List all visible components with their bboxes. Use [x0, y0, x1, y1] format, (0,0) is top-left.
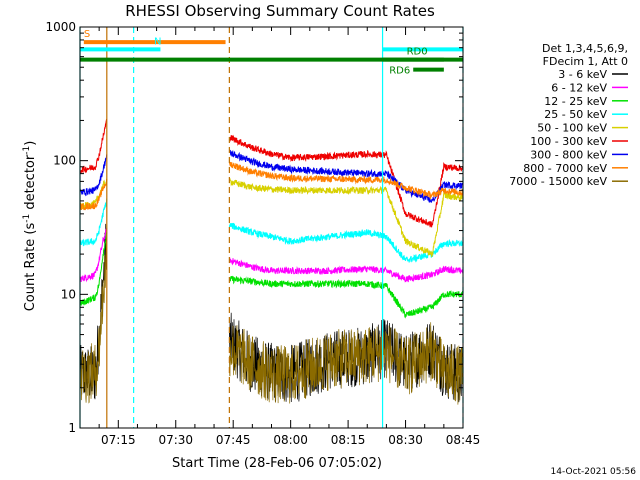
legend: Det 1,3,4,5,6,9,FDecim 1, Att 03 - 6 keV…: [509, 42, 628, 188]
axes: 1 10 100 1000 07:15 07:30 07:45 08:00 08:15 08:30…: [45, 20, 480, 447]
obs-bar-label-5: RD6: [389, 66, 410, 77]
x-tick-label-1: 07:30: [158, 433, 193, 447]
x-axis-label: Start Time (28-Feb-06 07:05:02): [172, 456, 382, 471]
y-tick-label-1: 10: [61, 287, 76, 301]
x-tick-label-5: 08:30: [388, 433, 423, 447]
series-line-4-1: [228, 178, 464, 258]
series-line-1-1: [228, 257, 464, 283]
legend-entry-label-1: 6 - 12 keV: [551, 81, 607, 94]
legend-entry-label-0: 3 - 6 keV: [558, 68, 607, 81]
legend-header-1: FDecim 1, Att 0: [543, 55, 628, 68]
obs-bar-label-4: RD0: [407, 47, 428, 58]
legend-entry-label-5: 100 - 300 keV: [530, 135, 607, 148]
obs-bar-label-1: N: [154, 36, 161, 47]
series-line-3-1: [228, 222, 463, 263]
obs-bar-label-0: S: [84, 29, 90, 40]
x-tick-label-3: 08:00: [273, 433, 308, 447]
x-tick-label-4: 08:15: [331, 433, 366, 447]
y-axis-label: Count Rate (s-1 detector-1): [22, 141, 38, 312]
y-label-sup-2: -1: [22, 146, 32, 155]
series-line-8-1: [229, 322, 464, 405]
legend-header-0: Det 1,3,4,5,6,9,: [542, 42, 628, 55]
y-label-mid: detector: [23, 154, 38, 214]
series-line-2-0: [79, 232, 108, 306]
y-tick-label-3: 1000: [45, 20, 76, 34]
series-line-7-0: [79, 179, 108, 211]
y-tick-label-0: 1: [68, 421, 76, 435]
series-line-8-0: [79, 238, 108, 404]
series-line-5-1: [228, 134, 464, 228]
x-tick-label-2: 07:45: [216, 433, 251, 447]
legend-entry-label-6: 300 - 800 keV: [530, 148, 607, 161]
series-line-2-1: [228, 275, 464, 319]
chart-title: RHESSI Observing Summary Count Rates: [125, 2, 435, 20]
footer-timestamp: 14-Oct-2021 05:56: [551, 467, 637, 477]
legend-entry-label-3: 25 - 50 keV: [544, 108, 607, 121]
y-tick-label-2: 100: [53, 154, 76, 168]
y-label-sup-1: -1: [22, 214, 32, 223]
legend-entry-label-4: 50 - 100 keV: [537, 122, 607, 135]
legend-entry-label-2: 12 - 25 keV: [544, 95, 607, 108]
series-line-3-0: [79, 198, 108, 247]
x-tick-label-6: 08:45: [446, 433, 481, 447]
observing-bars: S N RD0 RD6: [80, 29, 463, 77]
series-line-1-0: [79, 228, 108, 283]
y-label-main: Count Rate (s: [23, 223, 38, 312]
series-line-7-1: [228, 160, 464, 201]
legend-entry-label-8: 7000 - 15000 keV: [509, 175, 607, 188]
series-line-6-1: [228, 149, 464, 203]
legend-entry-label-7: 800 - 7000 keV: [523, 162, 607, 175]
y-label-end: ): [23, 141, 38, 146]
series-layer: [79, 118, 464, 405]
series-line-6-0: [79, 154, 108, 197]
x-tick-label-0: 07:15: [101, 433, 136, 447]
series-line-5-0: [79, 118, 108, 174]
